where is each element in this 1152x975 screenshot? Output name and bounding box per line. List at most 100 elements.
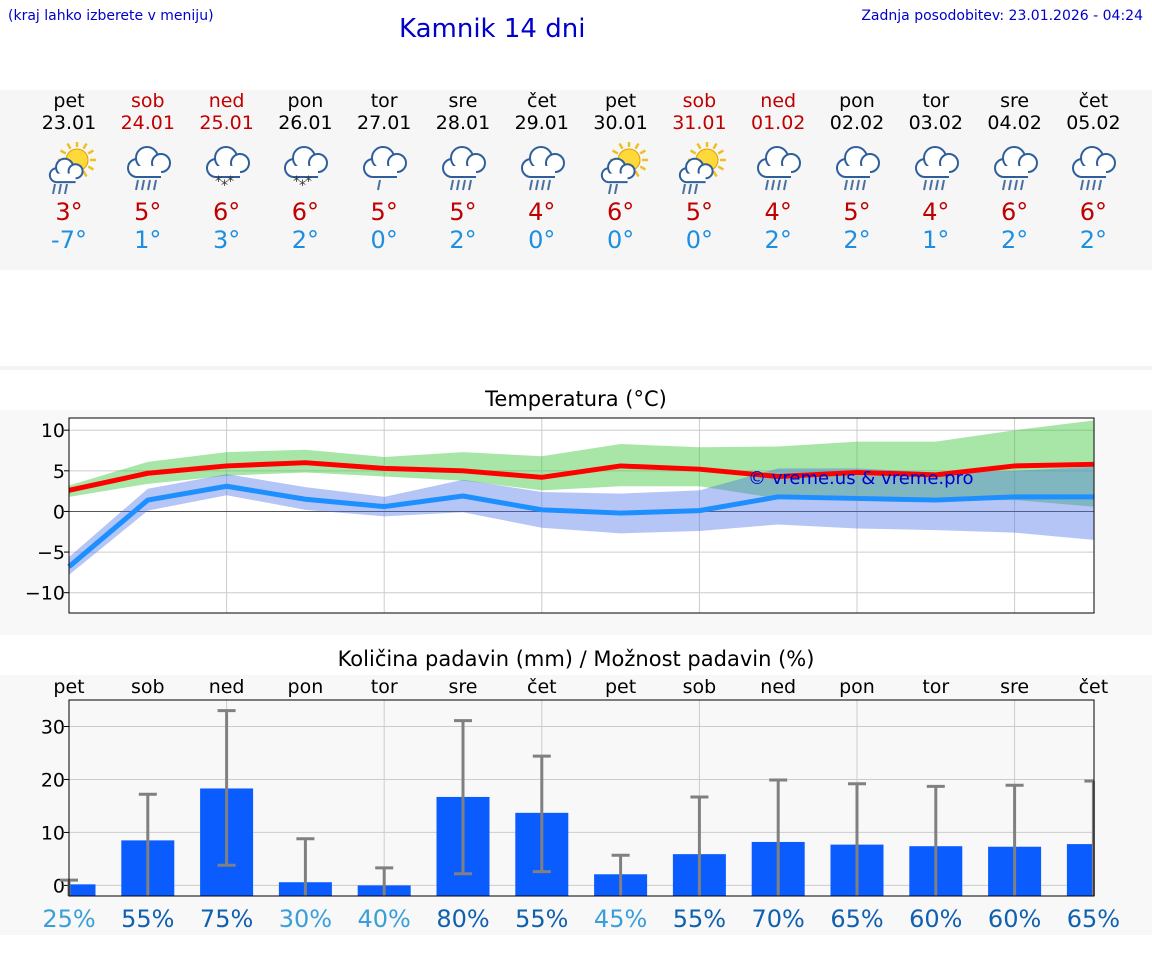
day-column: pet 30.01 6° 0°: [581, 90, 661, 254]
precip-bar: [1066, 844, 1094, 897]
max-temp-point: [1014, 465, 1016, 467]
sun-cloud-light-rain-icon: [600, 142, 648, 194]
max-temperature: 5°: [685, 198, 714, 226]
day-column: sob 31.01 5° 0°: [659, 90, 739, 254]
min-temp-point: [147, 499, 149, 501]
min-temperature: 2°: [843, 226, 871, 254]
temperature-chart-title: Temperatura (°C): [485, 387, 667, 411]
precip-day-label: ned: [760, 676, 796, 698]
day-date: 05.02: [1066, 112, 1121, 134]
day-name: sre: [1000, 90, 1030, 112]
max-temp-point: [462, 470, 464, 472]
min-temperature: 0°: [606, 226, 635, 254]
max-temp-point: [856, 471, 858, 473]
min-temperature: 2°: [291, 226, 320, 254]
sun-cloud-rain-icon: [679, 142, 727, 194]
max-temp-line: [68, 460, 1094, 493]
precip-day-label: čet: [527, 676, 557, 698]
page-title: Kamnik 14 dni: [399, 14, 586, 44]
plot-area: [69, 418, 1094, 613]
precip-chance-label: 80%: [436, 905, 489, 933]
svg-text:*: *: [227, 174, 234, 190]
precip-chance-label: 70%: [752, 905, 805, 933]
max-temp-point: [147, 472, 149, 474]
cloud-rain-icon: [126, 146, 171, 191]
precip-chance-label: 60%: [988, 905, 1041, 933]
precip-day-label: sre: [449, 676, 478, 698]
min-temp-point: [1014, 496, 1016, 498]
region-hint: (kraj lahko izberete v meniju): [8, 8, 214, 24]
plot-frame: [68, 417, 1095, 614]
day-column: sre 28.01 5° 2°: [423, 90, 503, 254]
max-temp-point: [304, 462, 306, 464]
min-temp-point: [856, 497, 858, 499]
svg-text:*: *: [293, 174, 300, 190]
max-temperature: 4°: [922, 198, 950, 226]
day-name: ned: [760, 90, 797, 112]
cloud-snow-icon: * **: [205, 146, 250, 194]
min-temperature: 2°: [764, 226, 792, 254]
day-column: sob 24.01 5° 1°: [108, 90, 188, 254]
max-temperature: 5°: [449, 198, 477, 226]
min-temperature: 3°: [212, 226, 241, 254]
max-temp-point: [541, 476, 543, 478]
precip-chance-label: 40%: [358, 905, 411, 933]
day-date: 25.01: [199, 112, 254, 134]
y-tick-label: 5: [53, 461, 65, 483]
y-tick-label: −5: [37, 542, 65, 564]
precip-chance-label: 55%: [673, 905, 726, 933]
day-date: 29.01: [514, 112, 569, 134]
min-temperature: -7°: [51, 226, 87, 254]
y-tick-label: 30: [41, 716, 65, 738]
precip-day-label: pon: [288, 676, 324, 698]
min-temperature: 0°: [685, 226, 714, 254]
day-date: 27.01: [356, 112, 412, 134]
temperature-chart: 10 5 0 −5 −10 © vreme.us & vreme.pro: [25, 417, 1095, 614]
day-name: sob: [131, 90, 165, 112]
max-temp-point: [935, 474, 937, 476]
day-date: 30.01: [593, 112, 648, 134]
precip-day-label: čet: [1079, 676, 1109, 698]
y-tick-label: 10: [41, 420, 65, 442]
max-temperature: 4°: [528, 198, 556, 226]
day-date: 01.02: [750, 112, 806, 134]
precip-chance-label: 25%: [42, 905, 95, 933]
max-temperature: 3°: [55, 198, 83, 226]
min-temp-point: [226, 485, 228, 487]
cloud-rain-icon: [757, 146, 802, 191]
svg-text:*: *: [221, 178, 228, 194]
day-date: 04.02: [987, 112, 1042, 134]
day-column: pon 26.01 * * * 6° 2°: [265, 90, 345, 254]
min-temperature: 2°: [449, 226, 477, 254]
day-column: čet 29.01 4° 0°: [502, 90, 582, 254]
precip-day-label: pet: [53, 676, 84, 698]
precip-day-label: pet: [605, 676, 636, 698]
min-temperature: 2°: [1079, 226, 1108, 254]
max-temp-point: [698, 468, 700, 470]
max-temperature: 6°: [1079, 198, 1108, 226]
max-temp-range-band: [69, 420, 1094, 507]
day-column: ned 01.02 4° 2°: [738, 90, 818, 254]
max-temperature: 4°: [764, 198, 792, 226]
day-name: čet: [1078, 90, 1109, 112]
max-temp-point: [383, 467, 385, 469]
day-column: čet 05.02 6° 2°: [1053, 90, 1133, 254]
min-temperature: 1°: [922, 226, 950, 254]
precip-chance-label: 30%: [279, 905, 332, 933]
day-date: 23.01: [41, 112, 97, 134]
cloud-rain-icon: [520, 146, 565, 191]
svg-text:*: *: [215, 174, 222, 190]
cloud-rain-icon: [442, 146, 486, 191]
min-temp-point: [462, 495, 464, 497]
min-temp-range-band: [69, 466, 1094, 575]
day-date: 02.02: [829, 112, 885, 134]
day-name: pon: [839, 90, 875, 112]
precip-bar: [69, 884, 96, 897]
day-name: sre: [448, 90, 478, 112]
day-date: 03.02: [908, 112, 963, 134]
precip-chance-label: 65%: [1067, 905, 1120, 933]
updated-value: 23.01.2026 - 04:24: [1008, 8, 1143, 24]
min-temperature: 2°: [1000, 226, 1029, 254]
y-tick-label: 0: [53, 501, 65, 523]
divider: [0, 366, 1152, 370]
